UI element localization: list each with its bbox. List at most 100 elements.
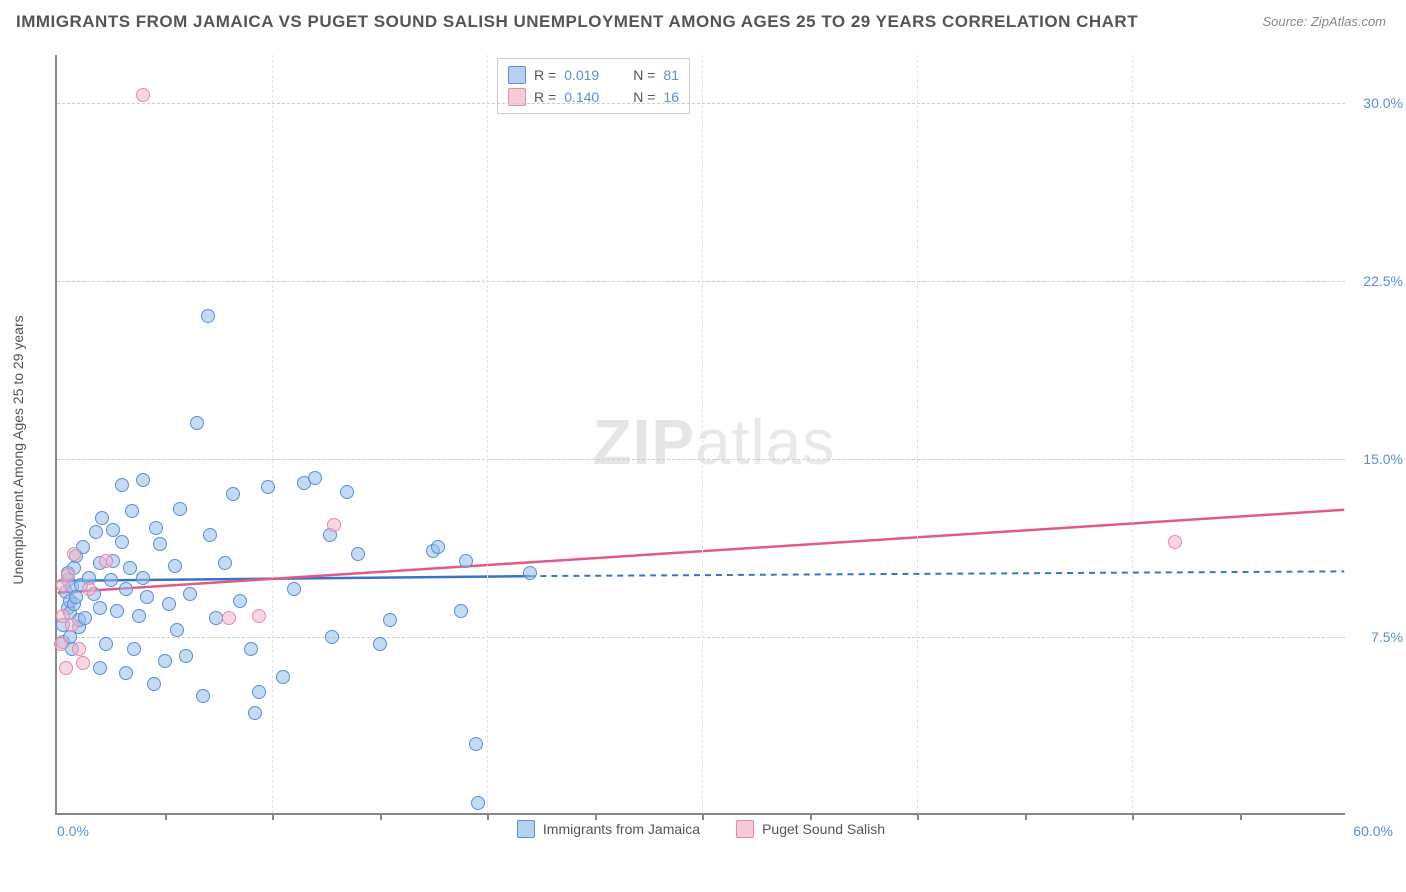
x-tick — [1240, 813, 1242, 820]
trend-line-extrapolated — [529, 571, 1344, 576]
data-point — [72, 642, 86, 656]
data-point — [158, 654, 172, 668]
x-tick — [1025, 813, 1027, 820]
data-point — [89, 525, 103, 539]
data-point — [431, 540, 445, 554]
data-point — [153, 537, 167, 551]
x-tick — [1132, 813, 1134, 820]
data-point — [1168, 535, 1182, 549]
y-tick-label: 7.5% — [1371, 629, 1403, 645]
data-point — [125, 504, 139, 518]
data-point — [99, 554, 113, 568]
data-point — [383, 613, 397, 627]
gridline-horizontal — [57, 103, 1345, 104]
gridline-horizontal — [57, 281, 1345, 282]
source-label: Source: ZipAtlas.com — [1262, 14, 1386, 29]
x-tick — [272, 813, 274, 820]
y-tick-label: 22.5% — [1363, 273, 1403, 289]
legend-stats: R = 0.019 N = 81 R =0.140N =16 — [497, 58, 690, 114]
legend-stat-row: R = 0.019 N = 81 — [508, 64, 679, 86]
data-point — [140, 590, 154, 604]
data-point — [170, 623, 184, 637]
n-value: 81 — [663, 67, 679, 83]
data-point — [76, 656, 90, 670]
data-point — [190, 416, 204, 430]
data-point — [218, 556, 232, 570]
y-tick-label: 30.0% — [1363, 95, 1403, 111]
x-axis-end-label: 60.0% — [1353, 823, 1393, 839]
trend-line — [58, 510, 1345, 593]
r-value: 0.019 — [564, 67, 599, 83]
data-point — [183, 587, 197, 601]
legend-label: Puget Sound Salish — [762, 821, 885, 837]
trend-lines — [57, 55, 1345, 813]
legend-swatch — [517, 820, 535, 838]
data-point — [276, 670, 290, 684]
data-point — [469, 737, 483, 751]
data-point — [209, 611, 223, 625]
data-point — [523, 566, 537, 580]
data-point — [325, 630, 339, 644]
data-point — [99, 637, 113, 651]
legend-item: Immigrants from Jamaica — [517, 820, 700, 838]
data-point — [201, 309, 215, 323]
data-point — [95, 511, 109, 525]
data-point — [244, 642, 258, 656]
gridline-horizontal — [57, 459, 1345, 460]
data-point — [147, 677, 161, 691]
chart-title: IMMIGRANTS FROM JAMAICA VS PUGET SOUND S… — [16, 12, 1138, 32]
data-point — [149, 521, 163, 535]
data-point — [136, 571, 150, 585]
data-point — [179, 649, 193, 663]
data-point — [261, 480, 275, 494]
data-point — [471, 796, 485, 810]
data-point — [252, 685, 266, 699]
data-point — [127, 642, 141, 656]
y-tick-label: 15.0% — [1363, 451, 1403, 467]
data-point — [65, 618, 79, 632]
data-point — [173, 502, 187, 516]
data-point — [233, 594, 247, 608]
r-label: R = — [534, 67, 556, 83]
data-point — [119, 582, 133, 596]
data-point — [136, 473, 150, 487]
data-point — [132, 609, 146, 623]
legend-stat-row: R =0.140N =16 — [508, 86, 679, 108]
data-point — [222, 611, 236, 625]
data-point — [454, 604, 468, 618]
data-point — [93, 661, 107, 675]
data-point — [373, 637, 387, 651]
x-tick — [917, 813, 919, 820]
data-point — [115, 535, 129, 549]
gridline-vertical — [702, 55, 703, 813]
data-point — [104, 573, 118, 587]
y-axis-label: Unemployment Among Ages 25 to 29 years — [10, 315, 26, 584]
data-point — [196, 689, 210, 703]
gridline-vertical — [487, 55, 488, 813]
data-point — [136, 88, 150, 102]
data-point — [340, 485, 354, 499]
data-point — [93, 601, 107, 615]
data-point — [226, 487, 240, 501]
legend-series: Immigrants from Jamaica Puget Sound Salis… — [57, 820, 1345, 841]
data-point — [459, 554, 473, 568]
data-point — [78, 611, 92, 625]
data-point — [168, 559, 182, 573]
data-point — [203, 528, 217, 542]
gridline-horizontal — [57, 637, 1345, 638]
legend-swatch — [508, 66, 526, 84]
watermark: ZIPatlas — [593, 405, 836, 479]
data-point — [59, 661, 73, 675]
x-tick — [165, 813, 167, 820]
data-point — [119, 666, 133, 680]
legend-label: Immigrants from Jamaica — [543, 821, 700, 837]
x-tick — [702, 813, 704, 820]
watermark-bold: ZIP — [593, 406, 696, 478]
data-point — [110, 604, 124, 618]
data-point — [61, 568, 75, 582]
data-point — [351, 547, 365, 561]
n-label: N = — [633, 67, 655, 83]
data-point — [162, 597, 176, 611]
gridline-vertical — [1132, 55, 1133, 813]
data-point — [54, 637, 68, 651]
